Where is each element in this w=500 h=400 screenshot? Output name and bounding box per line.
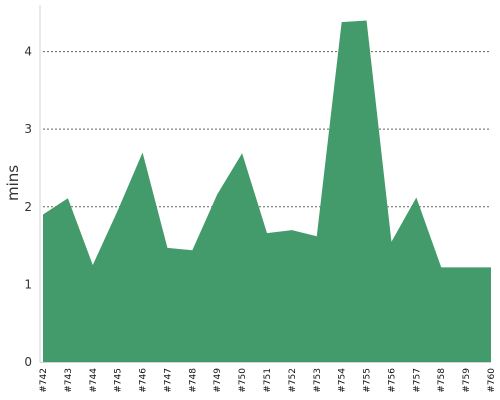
y-tick-label: 0 bbox=[24, 355, 32, 369]
x-tick-label: #747 bbox=[163, 368, 173, 393]
area-fill bbox=[43, 20, 491, 363]
x-tick-label: #752 bbox=[288, 368, 298, 393]
x-tick-label: #750 bbox=[238, 368, 248, 393]
x-tick-label: #753 bbox=[313, 368, 323, 393]
x-tick-label: #754 bbox=[338, 368, 348, 393]
y-tick-label: 3 bbox=[24, 122, 32, 136]
y-tick-label: 2 bbox=[24, 200, 32, 214]
x-tick-label: #757 bbox=[412, 368, 422, 393]
x-tick-label: #755 bbox=[363, 368, 373, 393]
x-tick-label: #746 bbox=[139, 368, 149, 393]
x-tick-label: #760 bbox=[487, 368, 497, 393]
x-tick-label: #756 bbox=[387, 368, 397, 393]
y-tick-label: 1 bbox=[24, 277, 32, 291]
area-series bbox=[43, 20, 491, 363]
y-tick-labels: 0 1 2 3 4 bbox=[24, 45, 32, 369]
x-tick-label: #759 bbox=[462, 368, 472, 393]
axes bbox=[39, 5, 491, 363]
x-tick-labels: #742 #743 #744 #745 #746 #747 #748 #749 #750 #751… bbox=[39, 368, 497, 393]
x-tick-label: #749 bbox=[213, 368, 223, 393]
x-tick-label: #758 bbox=[437, 368, 447, 393]
y-tick-label: 4 bbox=[24, 45, 32, 59]
y-axis-title: mins bbox=[4, 165, 22, 201]
x-tick-label: #745 bbox=[114, 368, 124, 393]
x-tick-label: #744 bbox=[89, 368, 99, 393]
x-tick-label: #743 bbox=[64, 368, 74, 393]
x-tick-label: #742 bbox=[39, 368, 49, 393]
x-tick-label: #751 bbox=[263, 368, 273, 393]
x-tick-label: #748 bbox=[188, 368, 198, 393]
